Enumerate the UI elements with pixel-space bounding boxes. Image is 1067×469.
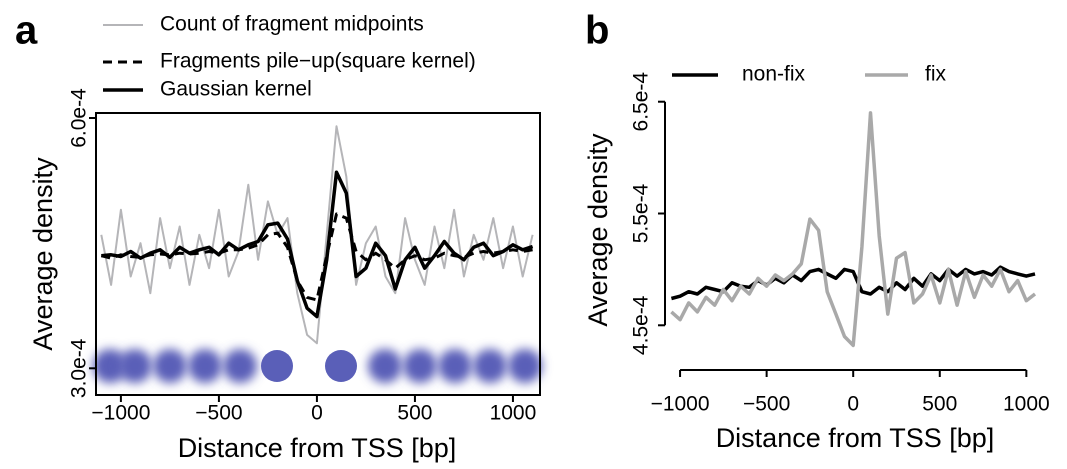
x-axis-title: Distance from TSS [bp] xyxy=(178,433,457,463)
nucleosome xyxy=(118,349,152,383)
x-tick-label: −500 xyxy=(195,402,242,425)
nucleosome xyxy=(188,349,222,383)
panel-label: b xyxy=(585,9,609,53)
series-line xyxy=(670,111,1037,348)
x-tick-label: 1000 xyxy=(490,402,537,425)
nucleosome xyxy=(261,350,293,382)
x-tick-label: 500 xyxy=(397,402,432,425)
x-axis-title: Distance from TSS [bp] xyxy=(716,423,995,453)
y-axis-title: Average density xyxy=(28,157,58,351)
y-tick-label: 6.5e-4 xyxy=(630,72,653,132)
x-tick-label: 1000 xyxy=(1003,393,1050,416)
plot-frame xyxy=(95,112,541,396)
legend-label: Gaussian kernel xyxy=(160,78,312,101)
nucleosome xyxy=(508,349,542,383)
nucleosome xyxy=(368,349,402,383)
y-tick-label: 6.0e-4 xyxy=(68,88,91,148)
x-tick-label: 0 xyxy=(311,402,323,425)
panel-label: a xyxy=(15,9,38,53)
y-axis-title: Average density xyxy=(583,133,613,327)
nucleosome xyxy=(473,349,507,383)
x-tick-label: −1000 xyxy=(651,393,710,416)
legend-label: fix xyxy=(925,63,947,86)
nucleosome xyxy=(93,349,127,383)
legend-label: Count of fragment midpoints xyxy=(160,13,424,36)
nucleosomes xyxy=(93,349,542,383)
nucleosome xyxy=(403,349,437,383)
x-tick-label: 500 xyxy=(922,393,957,416)
x-tick-label: −500 xyxy=(743,393,790,416)
series-line xyxy=(670,265,1036,301)
legend-label: non-fix xyxy=(742,63,806,86)
y-tick-label: 5.5e-4 xyxy=(630,183,653,243)
nucleosome xyxy=(438,349,472,383)
nucleosome xyxy=(223,349,257,383)
y-tick-label: 4.5e-4 xyxy=(630,295,653,355)
nucleosome xyxy=(153,349,187,383)
y-tick-label: 3.0e-4 xyxy=(68,338,91,398)
nucleosome xyxy=(325,350,357,382)
legend-label: Fragments pile−up(square kernel) xyxy=(160,50,476,73)
x-tick-label: 0 xyxy=(847,393,859,416)
x-tick-label: −1000 xyxy=(91,402,150,425)
series-line xyxy=(101,170,534,319)
